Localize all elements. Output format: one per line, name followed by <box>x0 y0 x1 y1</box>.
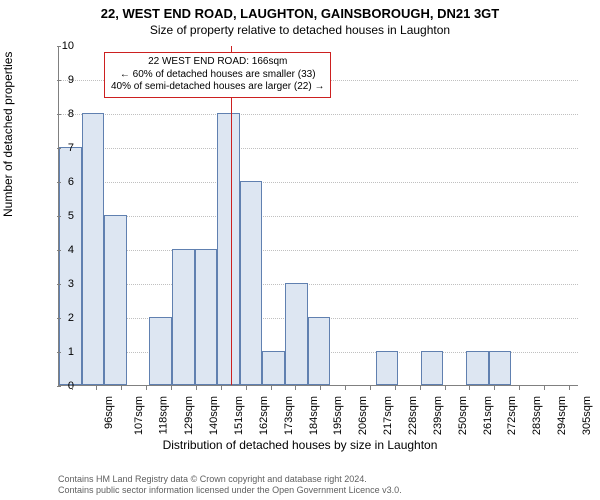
x-tick-label: 261sqm <box>482 396 494 435</box>
x-tick-mark <box>494 386 495 390</box>
gridline <box>59 148 578 149</box>
footer-line-1: Contains HM Land Registry data © Crown c… <box>58 474 402 485</box>
x-tick-mark <box>395 386 396 390</box>
x-tick-mark <box>221 386 222 390</box>
x-tick-mark <box>569 386 570 390</box>
histogram-bar <box>262 351 285 385</box>
y-tick-mark <box>57 318 61 319</box>
gridline <box>59 250 578 251</box>
x-tick-mark <box>370 386 371 390</box>
x-tick-label: 140sqm <box>208 396 220 435</box>
x-tick-label: 250sqm <box>457 396 469 435</box>
x-tick-label: 107sqm <box>134 396 146 435</box>
y-tick-mark <box>57 386 61 387</box>
histogram-bar <box>421 351 444 385</box>
x-tick-label: 283sqm <box>531 396 543 435</box>
y-tick-mark <box>57 250 61 251</box>
x-tick-label: 129sqm <box>183 396 195 435</box>
gridline <box>59 182 578 183</box>
y-tick-mark <box>57 352 61 353</box>
histogram-bar <box>489 351 512 385</box>
histogram-bar <box>308 317 331 385</box>
x-tick-mark <box>121 386 122 390</box>
annotation-line: 22 WEST END ROAD: 166sqm <box>111 56 324 69</box>
histogram-bar <box>376 351 399 385</box>
y-tick-mark <box>57 80 61 81</box>
y-tick-mark <box>57 284 61 285</box>
x-tick-label: 118sqm <box>158 396 170 434</box>
x-tick-label: 272sqm <box>507 396 519 435</box>
x-tick-label: 195sqm <box>333 396 345 435</box>
x-tick-mark <box>72 386 73 390</box>
x-tick-mark <box>345 386 346 390</box>
x-tick-label: 184sqm <box>308 396 320 435</box>
page-title: 22, WEST END ROAD, LAUGHTON, GAINSBOROUG… <box>0 0 600 21</box>
x-tick-mark <box>271 386 272 390</box>
y-tick-mark <box>57 148 61 149</box>
x-tick-label: 228sqm <box>407 396 419 435</box>
histogram-bar <box>217 113 240 385</box>
histogram-bar <box>149 317 172 385</box>
x-tick-mark <box>320 386 321 390</box>
x-tick-mark <box>96 386 97 390</box>
gridline <box>59 284 578 285</box>
y-tick-mark <box>57 182 61 183</box>
chart-plot-area: 22 WEST END ROAD: 166sqm← 60% of detache… <box>58 46 578 386</box>
x-tick-label: 239sqm <box>432 396 444 435</box>
annotation-line: 40% of semi-detached houses are larger (… <box>111 81 324 94</box>
x-tick-label: 305sqm <box>581 396 593 435</box>
x-axis-label: Distribution of detached houses by size … <box>0 438 600 452</box>
histogram-bar <box>466 351 489 385</box>
gridline <box>59 114 578 115</box>
histogram-bar <box>195 249 218 385</box>
histogram-bar <box>172 249 195 385</box>
y-tick-mark <box>57 216 61 217</box>
x-tick-mark <box>445 386 446 390</box>
annotation-box: 22 WEST END ROAD: 166sqm← 60% of detache… <box>104 52 331 98</box>
footer-credits: Contains HM Land Registry data © Crown c… <box>58 474 402 496</box>
x-tick-label: 96sqm <box>103 396 115 429</box>
x-tick-label: 173sqm <box>283 396 295 435</box>
x-tick-label: 206sqm <box>357 396 369 435</box>
x-tick-mark <box>420 386 421 390</box>
histogram-bar <box>104 215 127 385</box>
x-tick-mark <box>196 386 197 390</box>
x-tick-mark <box>469 386 470 390</box>
histogram-bar <box>82 113 105 385</box>
histogram-bar <box>240 181 263 385</box>
x-tick-mark <box>295 386 296 390</box>
gridline <box>59 216 578 217</box>
footer-line-2: Contains public sector information licen… <box>58 485 402 496</box>
annotation-line: ← 60% of detached houses are smaller (33… <box>111 69 324 82</box>
x-tick-label: 162sqm <box>258 396 270 435</box>
x-tick-label: 151sqm <box>233 396 245 435</box>
x-tick-mark <box>146 386 147 390</box>
x-tick-mark <box>519 386 520 390</box>
y-tick-mark <box>57 114 61 115</box>
page-subtitle: Size of property relative to detached ho… <box>0 21 600 37</box>
x-tick-label: 217sqm <box>382 396 394 435</box>
y-axis-label: Number of detached properties <box>1 52 15 217</box>
histogram-bar <box>285 283 308 385</box>
x-tick-mark <box>246 386 247 390</box>
x-tick-mark <box>171 386 172 390</box>
x-tick-mark <box>544 386 545 390</box>
x-tick-label: 294sqm <box>556 396 568 435</box>
y-tick-mark <box>57 46 61 47</box>
